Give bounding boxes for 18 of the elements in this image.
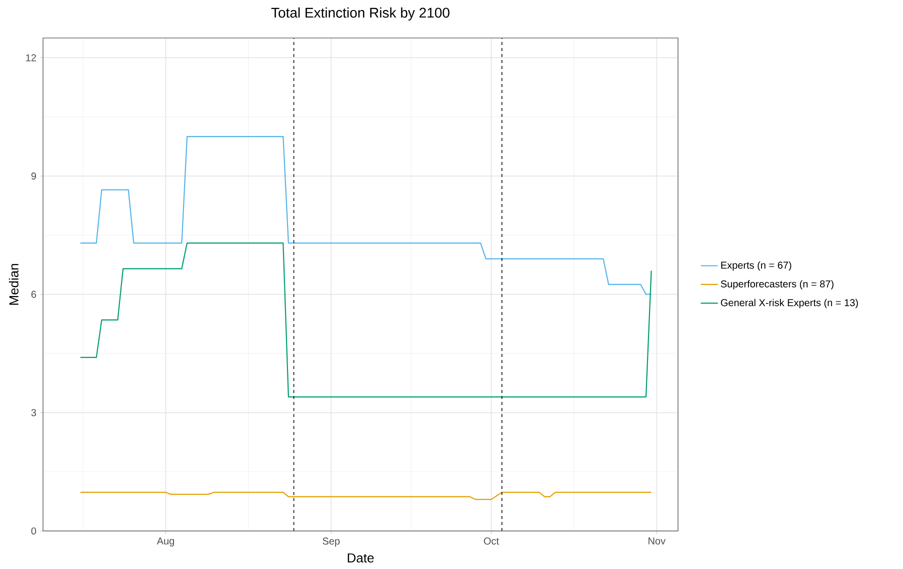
x-axis-title: Date xyxy=(348,553,374,563)
x-tick-label: Oct xyxy=(484,538,499,545)
y-tick-label: 3 xyxy=(31,409,36,416)
chart-title: Total Extinction Risk by 2100 xyxy=(271,7,450,20)
y-tick-label: 6 xyxy=(31,290,36,298)
y-tick-label: 9 xyxy=(31,172,36,180)
y-tick-label: 0 xyxy=(31,527,36,535)
line-series xyxy=(80,492,652,500)
x-tick-label: Sep xyxy=(322,538,340,547)
legend-label: General X-risk Experts (n = 13) xyxy=(720,298,858,308)
y-axis-title: Median xyxy=(8,264,18,305)
y-tick-label: 12 xyxy=(26,54,36,62)
line-series xyxy=(80,242,652,398)
x-tick-label: Aug xyxy=(156,538,174,546)
x-tick-label: Nov xyxy=(648,538,666,544)
legend-label: Experts (n = 67) xyxy=(721,261,792,271)
line-series xyxy=(80,136,652,295)
legend-label: Superforecasters (n = 87) xyxy=(720,280,834,290)
